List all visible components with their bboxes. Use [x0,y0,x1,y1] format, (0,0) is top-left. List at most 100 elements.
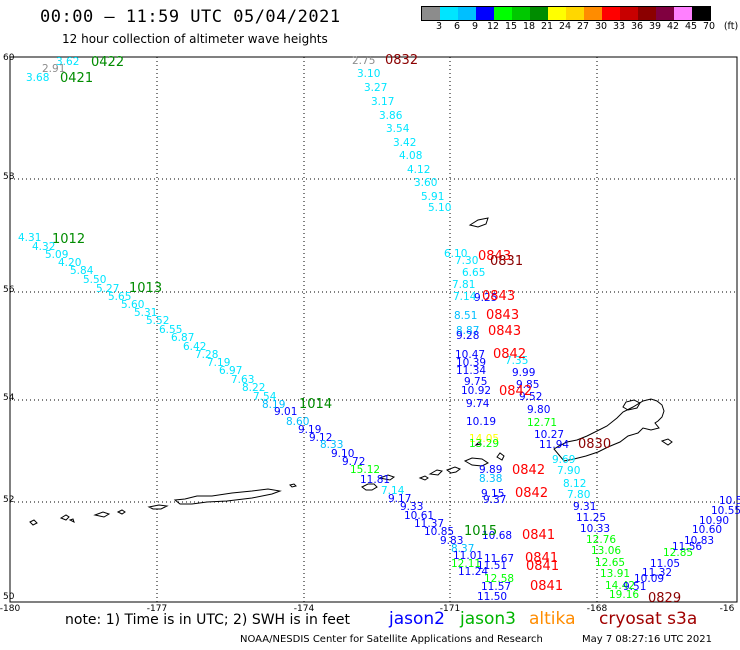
latitude-tick-label: 52 [3,495,14,505]
wave-height-value: 6.42 [183,341,206,353]
legend-swatch [620,7,638,20]
wave-height-value: 10.55 [711,505,740,517]
wave-height-value: 8.12 [563,478,586,490]
wave-height-value: 10.27 [534,429,564,441]
wave-height-value: 11.37 [414,518,444,530]
legend-label: 18 [522,21,536,32]
wave-height-value: 8.38 [479,473,502,485]
wave-height-value: 5.65 [108,291,131,303]
legend-swatch [530,7,548,20]
wave-height-value: 8.87 [456,325,479,337]
wave-height-value: 13.29 [469,438,499,450]
wave-height-value: 7.80 [567,489,590,501]
wave-height-value: 14.42 [605,580,635,592]
wave-height-value: 11.24 [458,566,488,578]
wave-height-value: 5.27 [96,283,119,295]
pass-time-label: 0841 [525,551,558,566]
pass-time-label: 0841 [526,559,559,574]
wave-height-value: 3.42 [393,137,416,149]
satellite-altika-label: altika [529,609,576,629]
wave-height-value: 11.32 [642,567,672,579]
legend-swatch [656,7,674,20]
wave-height-value: 10.09 [634,573,664,585]
wave-height-value: 11.57 [481,581,511,593]
wave-height-value: 13.91 [600,568,630,580]
pass-time-label: 0422 [91,55,124,70]
legend-swatch [638,7,656,20]
wave-height-value: 7.54 [253,391,277,403]
wave-height-value: 11.01 [453,550,483,562]
wave-height-value: 10.39 [456,357,486,369]
wave-height-value: 5.84 [70,265,94,277]
legend-swatch [692,7,710,20]
wave-height-value: 11.94 [539,439,569,451]
wave-height-value: 3.54 [386,123,410,135]
wave-height-value: 10.53 [719,495,740,507]
satellite-jason2-label: jason2 [389,609,445,629]
wave-height-value: 7.63 [231,374,254,386]
wave-height-value: 2.91 [42,63,65,75]
wave-height-value: 9.75 [464,376,487,388]
wave-height-value: 11.51 [477,560,507,572]
wave-height-value: 10.19 [466,416,496,428]
legend-label: 6 [453,21,461,32]
color-legend [421,6,711,21]
wave-height-value: 5.52 [146,315,169,327]
pass-time-label: 0831 [490,254,523,269]
wave-height-value: 7.81 [452,279,475,291]
pass-time-label: 0842 [499,384,532,399]
wave-height-value: 9.37 [483,494,506,506]
wave-height-value: 9.19 [298,424,321,436]
wave-height-value: 8.51 [454,310,477,322]
pass-time-label: 0842 [515,486,548,501]
coastline [29,217,673,526]
wave-height-value: 3.62 [56,56,79,68]
wave-height-readings: 3.622.913.68 4.314.325.094.205.845.505.27… [18,55,740,603]
pass-time-label: 0842 [512,463,545,478]
satellite-jason3-label: jason3 [460,609,516,629]
footer-note: note: 1) Time is in UTC; 2) SWH is in fe… [65,612,351,628]
pass-time-label: 0842 [493,347,526,362]
wave-height-value: 9.89 [479,464,502,476]
wave-height-value: 8.37 [451,543,474,555]
pass-time-labels: 0422042108321012101310141015084308310843… [52,53,681,606]
wave-height-value: 2.75 [352,55,375,67]
pass-time-label: 0843 [478,249,511,264]
satellite-cryosat-s3a-label: cryosat s3a [599,609,698,629]
wave-height-value: 10.85 [424,526,454,538]
legend-swatch [458,7,476,20]
wave-height-value: 10.68 [482,530,512,542]
generated-timestamp: May 7 08:27:16 UTC 2021 [582,634,712,645]
wave-height-value: 6.10 [444,248,467,260]
wave-height-value: 8.33 [320,439,343,451]
wave-height-value: 5.09 [45,249,68,261]
credit-text: NOAA/NESDIS Center for Satellite Applica… [240,634,543,645]
pass-time-label: 0841 [522,528,555,543]
legend-swatch [422,7,440,20]
wave-height-value: 7.35 [505,355,528,367]
latitude-tick-label: 58 [3,172,15,182]
wave-height-value: 9.72 [342,456,365,468]
legend-label: 3 [435,21,443,32]
pass-time-label: 1012 [52,232,85,247]
wave-height-value: 7.30 [455,255,478,267]
map-frame [9,56,738,603]
wave-height-value: 12.58 [484,573,514,585]
legend-label: 9 [471,21,479,32]
wave-height-value: 10.47 [455,349,485,361]
wave-height-value: 4.32 [32,241,55,253]
wave-height-value: 15.12 [350,464,380,476]
wave-height-value: 5.50 [83,274,106,286]
longitude-tick-label: -171 [440,604,460,614]
wave-height-value: 11.25 [576,512,606,524]
legend-swatch [476,7,494,20]
wave-height-value: 9.33 [400,501,423,513]
pass-time-label: 1013 [129,281,162,296]
legend-label: 36 [630,21,644,32]
wave-height-value: 9.52 [519,391,542,403]
wave-height-value: 11.34 [456,365,486,377]
wave-height-value: 12.85 [663,547,693,559]
wave-height-value: 9.25 [474,292,497,304]
wave-height-value: 12.11 [451,558,481,570]
